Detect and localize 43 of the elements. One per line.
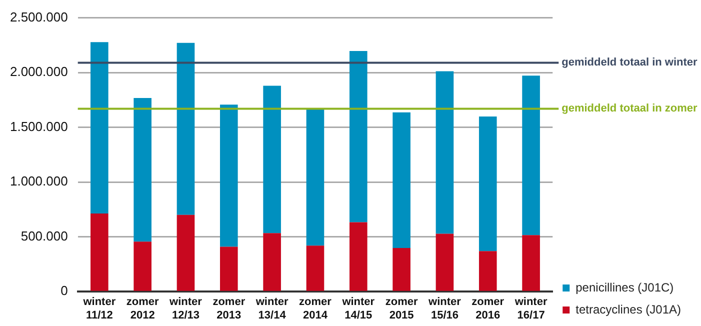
bar — [436, 234, 454, 291]
y-tick-label: 2.500.000 — [10, 9, 68, 24]
bar — [176, 214, 195, 291]
legend-label: tetracyclines (J01A) — [576, 302, 682, 316]
y-tick-label: 1.000.000 — [10, 174, 68, 189]
bar — [349, 222, 368, 291]
y-tick-label: 2.000.000 — [10, 64, 68, 80]
x-tick-label: winter 14/15 — [341, 296, 376, 322]
ref-line-label: gemiddeld totaal in winter — [562, 56, 698, 69]
x-tick-label: zomer 2016 — [472, 296, 505, 322]
legend-label: penicillines (J01C) — [576, 280, 674, 294]
x-tick-label: winter 16/17 — [514, 296, 548, 322]
x-tick-label: winter 15/16 — [428, 296, 462, 322]
bar — [349, 50, 368, 222]
x-tick-label: zomer 2015 — [385, 296, 418, 322]
bar — [522, 76, 540, 236]
bar — [522, 235, 540, 291]
bar — [392, 248, 410, 291]
bar — [306, 109, 324, 246]
bar — [478, 251, 497, 291]
bar — [220, 246, 238, 291]
bar — [134, 242, 152, 291]
x-tick-label: zomer 2012 — [126, 296, 160, 322]
bar — [176, 42, 195, 215]
y-tick-label: 500.000 — [20, 228, 68, 244]
bar — [478, 116, 497, 252]
bar — [220, 104, 238, 247]
y-tick-label: 0 — [60, 283, 68, 298]
bar — [263, 233, 281, 291]
x-tick-label: winter 12/13 — [168, 296, 203, 322]
x-tick-label: winter 13/14 — [254, 296, 289, 322]
x-tick-label: zomer 2013 — [212, 296, 246, 322]
bar — [263, 86, 281, 234]
ref-line-label: gemiddeld totaal in zomer — [562, 102, 698, 115]
x-tick-label: zomer 2014 — [299, 296, 332, 322]
x-tick-label: winter 11/12 — [82, 296, 116, 322]
bar — [306, 246, 324, 291]
bar — [90, 214, 108, 291]
bar — [90, 42, 108, 214]
y-tick-label: 1.500.000 — [10, 118, 68, 134]
bar — [436, 71, 454, 234]
bar — [134, 98, 152, 242]
bar — [392, 112, 410, 248]
